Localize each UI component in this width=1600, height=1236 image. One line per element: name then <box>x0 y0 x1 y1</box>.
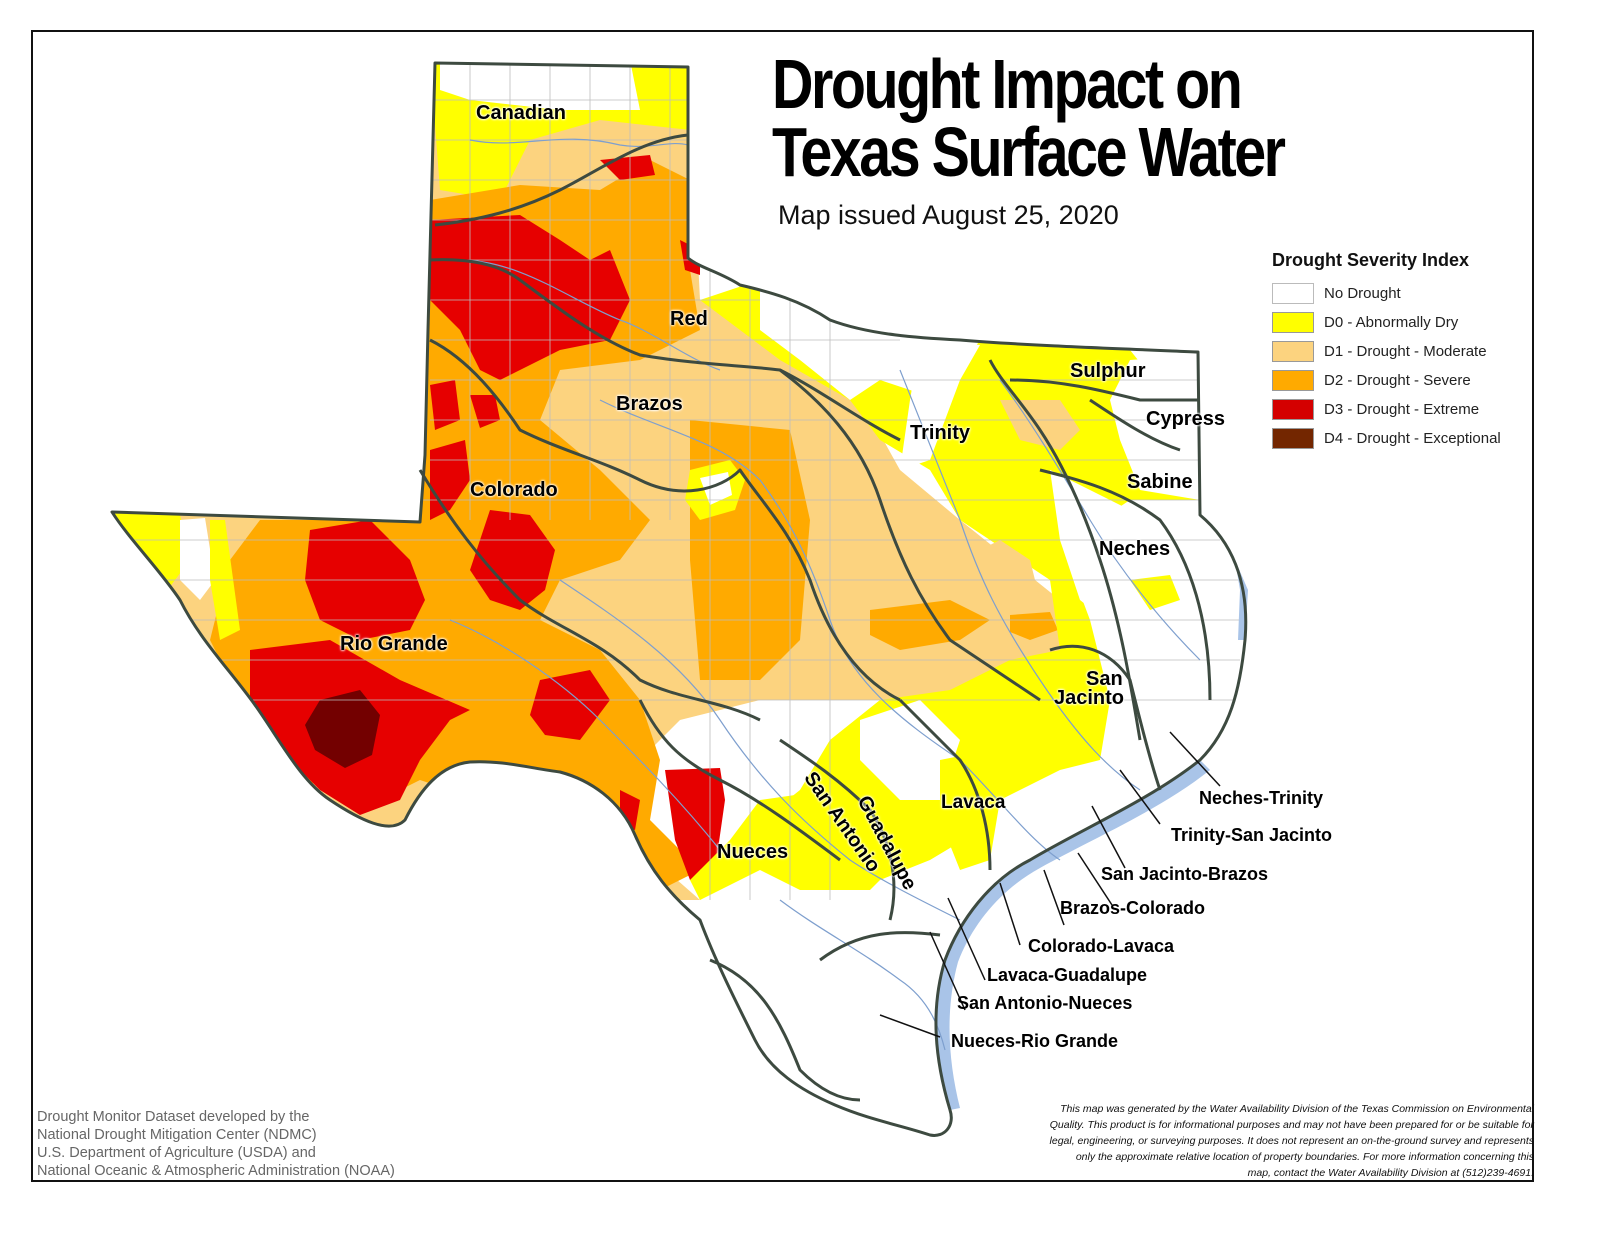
title-line-2: Texas Surface Water <box>772 113 1286 191</box>
d4-swatch <box>1272 428 1314 449</box>
coastal-label-san-antonio-nueces: San Antonio-Nueces <box>957 993 1133 1013</box>
legend-label: D4 - Drought - Exceptional <box>1324 430 1501 447</box>
coastal-label-trinity-san-jacinto: Trinity-San Jacinto <box>1171 825 1333 845</box>
basin-label-canadian: Canadian <box>476 102 567 124</box>
legend-title: Drought Severity Index <box>1272 250 1470 270</box>
credit-line: National Oceanic & Atmospheric Administr… <box>37 1163 395 1179</box>
drought-severity-legend: Drought Severity Index No Drought D0 - A… <box>1272 250 1501 453</box>
basin-label-red: Red <box>670 308 708 330</box>
disclaimer-line: This map was generated by the Water Avai… <box>1060 1103 1534 1115</box>
basin-label-sabine: Sabine <box>1127 471 1193 493</box>
d3-swatch <box>1272 399 1314 420</box>
d0-swatch <box>1272 312 1314 333</box>
legend-item-d4: D4 - Drought - Exceptional <box>1272 424 1501 453</box>
basin-label-sulphur: Sulphur <box>1070 360 1146 382</box>
basin-boundaries <box>110 61 1248 1137</box>
disclaimer-text: This map was generated by the Water Avai… <box>960 1101 1534 1181</box>
disclaimer-line: legal, engineering, or surveying purpose… <box>1049 1135 1534 1147</box>
title-line-1: Drought Impact on <box>772 45 1243 123</box>
coastal-label-brazos-colorado: Brazos-Colorado <box>1060 898 1206 918</box>
d2-swatch <box>1272 370 1314 391</box>
d1-swatch <box>1272 341 1314 362</box>
legend-label: D1 - Drought - Moderate <box>1324 343 1487 360</box>
basin-label-san-jacinto-2: Jacinto <box>1054 687 1125 709</box>
credit-line: National Drought Mitigation Center (NDMC… <box>37 1127 317 1143</box>
basin-label-rio-grande: Rio Grande <box>340 633 448 655</box>
no-drought-swatch <box>1272 283 1314 304</box>
legend-item-d0: D0 - Abnormally Dry <box>1272 308 1501 337</box>
legend-item-d1: D1 - Drought - Moderate <box>1272 337 1501 366</box>
map-title: Drought Impact on Texas Surface Water <box>772 45 1286 191</box>
legend-item-d2: D2 - Drought - Severe <box>1272 366 1501 395</box>
coastal-label-colorado-lavaca: Colorado-Lavaca <box>1028 936 1175 956</box>
disclaimer-line: map, contact the Water Availability Divi… <box>1247 1167 1534 1179</box>
map-issued-date: Map issued August 25, 2020 <box>778 200 1119 230</box>
coastal-label-lavaca-guadalupe: Lavaca-Guadalupe <box>987 965 1148 985</box>
map-frame <box>31 30 1534 1182</box>
disclaimer-line: Quality. This product is for information… <box>1049 1119 1534 1131</box>
basin-label-brazos: Brazos <box>616 393 683 415</box>
basin-label-trinity: Trinity <box>910 422 971 444</box>
legend-item-d3: D3 - Drought - Extreme <box>1272 395 1501 424</box>
credit-line: U.S. Department of Agriculture (USDA) an… <box>37 1145 316 1161</box>
basin-label-lavaca: Lavaca <box>941 792 1006 813</box>
basin-label-san-jacinto-1: San <box>1086 668 1123 690</box>
legend-label: D3 - Drought - Extreme <box>1324 401 1480 418</box>
legend-label: No Drought <box>1324 285 1401 302</box>
disclaimer-line: only the approximate relative location o… <box>1075 1151 1534 1163</box>
credit-line: Drought Monitor Dataset developed by the <box>37 1109 310 1125</box>
legend-label: D2 - Drought - Severe <box>1324 372 1471 389</box>
basin-label-neches: Neches <box>1099 538 1171 560</box>
coastal-label-neches-trinity: Neches-Trinity <box>1199 788 1324 808</box>
coastal-label-nueces-rio-grande: Nueces-Rio Grande <box>951 1031 1119 1051</box>
data-source-credit: Drought Monitor Dataset developed by the… <box>37 1108 395 1180</box>
basin-label-cypress: Cypress <box>1146 408 1225 430</box>
legend-item-no-drought: No Drought <box>1272 279 1501 308</box>
legend-label: D0 - Abnormally Dry <box>1324 314 1459 331</box>
coastal-label-san-jacinto-brazos: San Jacinto-Brazos <box>1101 864 1269 884</box>
basin-label-nueces: Nueces <box>717 841 789 863</box>
basin-label-colorado: Colorado <box>470 479 558 501</box>
